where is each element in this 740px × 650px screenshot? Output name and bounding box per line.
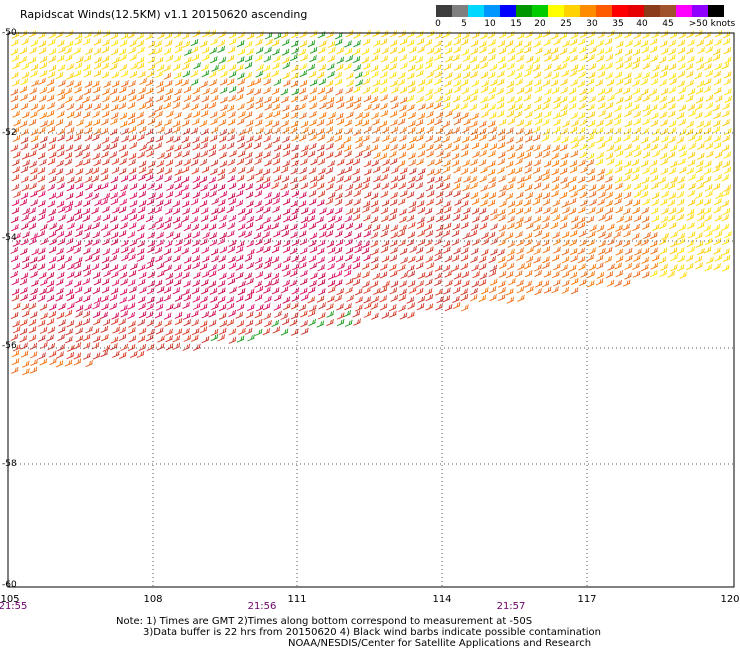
lat-label-54: -54 [2,233,17,243]
wind-barbs-layer [10,29,732,376]
lat-label-52: -52 [2,128,17,138]
legend-swatch [644,5,660,17]
legend-swatch [548,5,564,17]
legend-swatch [628,5,644,17]
legend-swatch [436,5,452,17]
legend-labels: 0 5 10 15 20 25 30 35 40 45 >50 knots [435,17,735,31]
time-label-2156: 21:56 [247,601,277,612]
legend-swatch [596,5,612,17]
legend-swatch [612,5,628,17]
time-label-2155: 21:55 [0,601,28,612]
note-line-3: NOAA/NESDIS/Center for Satellite Applica… [288,638,592,649]
legend-swatch [708,5,724,17]
legend-swatch [452,5,468,17]
legend-swatch [580,5,596,17]
legend-swatch [516,5,532,17]
legend-label-45: 45 [662,19,674,29]
notes: Note: 1) Times are GMT 2)Times along bot… [116,616,601,649]
graticule-grid [8,33,734,587]
legend-swatch [484,5,500,17]
lon-label-114: 114 [432,594,452,605]
lat-label-58: -58 [2,459,17,469]
lat-label-56: -56 [2,341,17,351]
lon-label-105: 105 [0,594,20,605]
legend-label-max: >50 knots [688,19,736,29]
legend-swatch [468,5,484,17]
legend-swatch [532,5,548,17]
wind-speed-legend: 0 5 10 15 20 25 30 35 40 45 >50 knots [435,5,735,31]
legend-swatch [500,5,516,17]
map-title: Rapidscat Winds(12.5KM) v1.1 20150620 as… [20,8,308,21]
legend-label-20: 20 [534,19,546,29]
legend-label-10: 10 [484,19,496,29]
note-line-2: 3)Data buffer is 22 hrs from 20150620 4)… [143,627,601,638]
legend-label-40: 40 [636,19,648,29]
lon-label-111: 111 [287,594,307,605]
legend-label-5: 5 [461,19,467,29]
legend-label-25: 25 [560,19,572,29]
legend-label-35: 35 [612,19,624,29]
legend-swatch [564,5,580,17]
legend-swatch [660,5,676,17]
lat-label-60: -60 [2,580,17,590]
lon-label-120: 120 [720,594,740,605]
map-frame [7,32,735,588]
lon-label-117: 117 [577,594,597,605]
legend-swatch [676,5,692,17]
time-label-2157: 21:57 [496,601,526,612]
legend-swatch [692,5,708,17]
note-line-1: Note: 1) Times are GMT 2)Times along bot… [116,616,533,627]
legend-label-0: 0 [435,19,441,29]
lat-label-50: -50 [2,28,17,38]
lon-label-108: 108 [143,594,163,605]
legend-label-30: 30 [586,19,598,29]
legend-label-15: 15 [510,19,522,29]
legend-color-bar [436,5,724,17]
